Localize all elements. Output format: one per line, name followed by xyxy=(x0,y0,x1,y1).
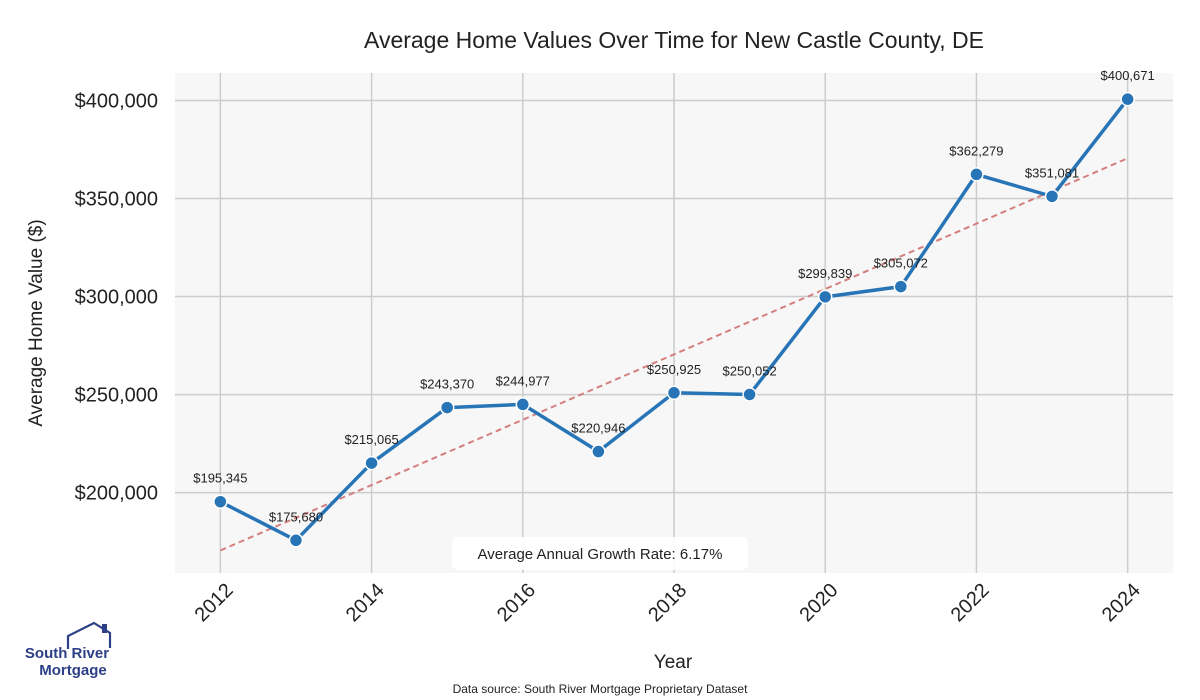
logo-line2: Mortgage xyxy=(39,662,107,679)
x-tick-label: 2018 xyxy=(644,579,691,626)
data-labels: $195,345 $175,680 $215,065 $243,370 $244,977… xyxy=(193,68,1155,524)
y-tick-label: $250,000 xyxy=(75,385,158,407)
data-label: $305,072 xyxy=(874,256,928,271)
trend-line xyxy=(219,157,1129,552)
data-point xyxy=(1120,91,1135,107)
data-label: $362,279 xyxy=(949,143,1003,158)
data-label: $195,345 xyxy=(193,471,247,486)
data-point xyxy=(666,385,682,401)
data-label: $243,370 xyxy=(420,377,474,392)
data-point xyxy=(969,167,984,182)
growth-rate-annotation: Average Annual Growth Rate: 6.17% xyxy=(452,537,748,570)
logo-line1: South River xyxy=(25,645,109,662)
data-point xyxy=(213,494,228,509)
data-label: $299,839 xyxy=(798,266,852,281)
x-tick-label: 2020 xyxy=(795,579,842,626)
data-label: $220,946 xyxy=(571,421,625,436)
growth-rate-text: Average Annual Growth Rate: 6.17% xyxy=(478,546,723,563)
data-point xyxy=(364,455,379,471)
x-tick-label: 2012 xyxy=(191,579,238,626)
data-label: $250,925 xyxy=(647,362,701,377)
x-tick-label: 2014 xyxy=(342,579,389,626)
x-tick-label: 2024 xyxy=(1098,579,1145,626)
y-tick-label: $200,000 xyxy=(75,483,158,505)
data-label: $250,052 xyxy=(722,363,776,378)
data-point xyxy=(742,387,757,402)
x-grid xyxy=(219,73,1129,573)
y-tick-labels: $200,000 $250,000 $300,000 $350,000 $400,000 xyxy=(75,90,158,504)
y-axis-title: Average Home Value ($) xyxy=(26,219,47,426)
data-point xyxy=(439,400,455,415)
data-label: $244,977 xyxy=(496,373,550,388)
data-point xyxy=(1044,189,1060,204)
data-point xyxy=(515,397,531,412)
x-tick-label: 2016 xyxy=(493,579,540,626)
x-tick-labels: 2012 2014 2016 2018 2020 2022 2024 xyxy=(191,579,1145,626)
data-source: Data source: South River Mortgage Propri… xyxy=(453,682,748,696)
data-label: $351,081 xyxy=(1025,165,1079,180)
house-roof-icon xyxy=(66,621,112,649)
y-tick-label: $350,000 xyxy=(75,188,158,210)
x-tick-label: 2022 xyxy=(947,579,994,626)
data-label: $175,680 xyxy=(269,509,323,524)
chart-title: Average Home Values Over Time for New Ca… xyxy=(364,27,984,53)
data-point xyxy=(817,289,833,305)
y-tick-label: $400,000 xyxy=(75,90,158,112)
y-tick-label: $300,000 xyxy=(75,287,158,309)
data-point xyxy=(591,444,606,459)
data-points xyxy=(213,91,1135,548)
data-point xyxy=(288,533,304,548)
data-label: $215,065 xyxy=(344,432,398,447)
x-axis-title: Year xyxy=(654,652,693,673)
data-point xyxy=(893,279,909,294)
data-label: $400,671 xyxy=(1101,68,1155,83)
logo: South River Mortgage xyxy=(25,621,112,679)
